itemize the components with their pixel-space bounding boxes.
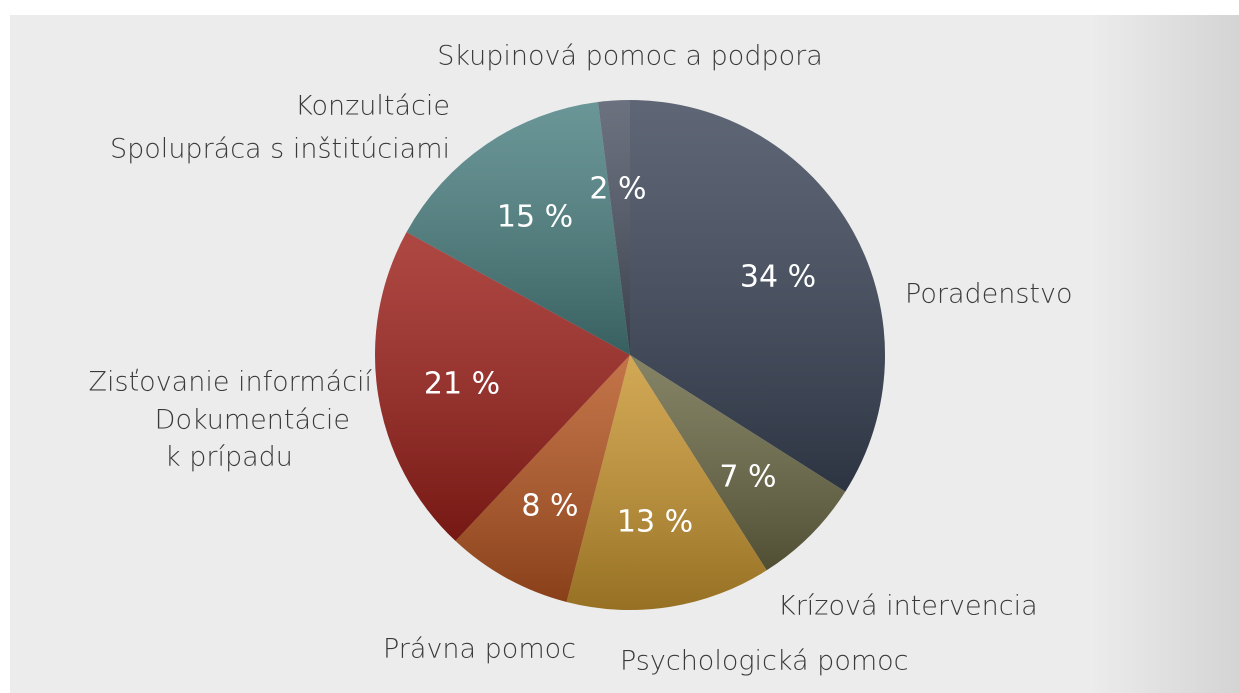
category-label: Poradenstvo [905,279,1073,310]
value-label: 8 % [521,489,578,524]
value-label: 13 % [617,505,693,540]
slice-shade [375,232,630,541]
slice-shade [630,355,846,571]
slice-shade [566,355,767,611]
value-label: 34 % [740,260,816,295]
value-label: 2 % [589,172,646,207]
category-label: Zisťovanie informácií [89,367,373,398]
slice-shade [455,355,630,602]
category-label: Psychologická pomoc [620,646,909,677]
category-label: Krízová intervencia [778,591,1038,622]
category-label: Dokumentácie [155,405,350,436]
category-label: k prípadu [165,442,293,473]
slice-shade [630,100,885,492]
value-label: 15 % [497,200,573,235]
category-label: Právna pomoc [383,634,576,665]
category-label: Konzultácie [295,91,450,122]
value-label: 21 % [424,367,500,402]
slice-shade [406,102,630,356]
category-label: Skupinová pomoc a podpora [437,41,823,72]
value-label: 7 % [719,460,776,495]
side-strip [1090,15,1239,693]
category-label: Spolupráca s inštitúciami [110,134,450,165]
slice-shade [598,100,630,355]
